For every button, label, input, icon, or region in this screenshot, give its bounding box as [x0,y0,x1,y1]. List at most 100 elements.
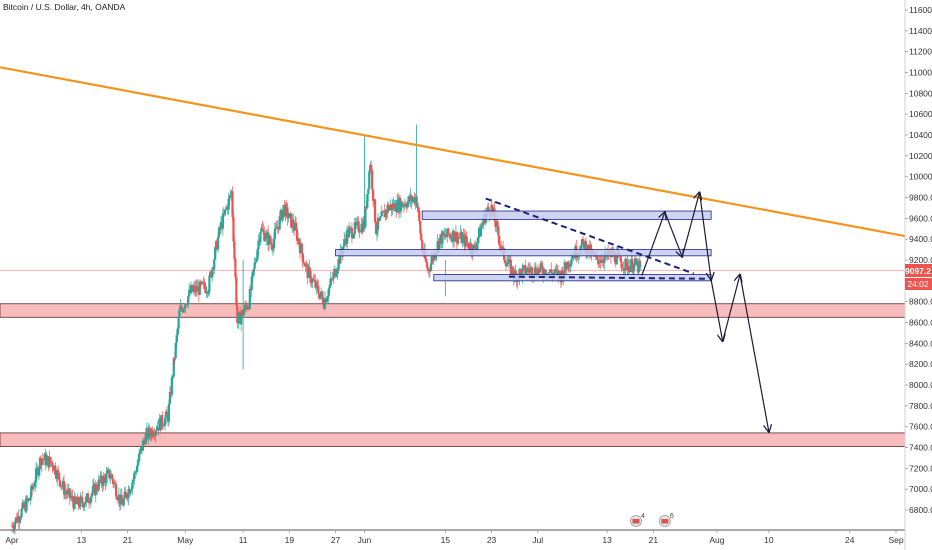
candle-body [568,265,571,268]
candle-body [374,222,378,234]
candle-body [327,288,330,296]
candle-body [631,259,634,273]
event-count: 6 [670,513,674,520]
candle-body [461,236,464,244]
y-tick-label: 9800.0 [909,193,932,203]
candle-body [502,246,505,249]
candle-body [410,195,413,202]
candle-body [320,291,324,297]
candle-body [50,462,53,464]
candle-body [94,484,97,496]
candle-body [120,494,123,504]
candle-body [428,270,432,272]
candle-body [418,210,421,222]
trendline-layer [0,66,906,272]
candle-body [384,210,387,218]
candle-body [223,209,226,215]
candle-body [263,230,266,241]
candle-body [51,462,54,468]
candle-body [563,262,566,274]
candle-body [518,269,521,279]
candle-body [112,479,115,485]
candle-body [161,415,164,426]
candle-body [34,468,38,483]
y-tick-label: 10200.0 [909,151,932,161]
candle-body [381,211,384,213]
candle-body [567,261,570,268]
candle-body [332,272,335,279]
candle-body [379,216,382,218]
x-tick-label: 15 [441,535,451,545]
candle-body [74,496,77,503]
price-tag-value: 9097.2 [905,266,931,276]
candle-body [524,265,527,275]
candle-body [34,482,37,487]
x-tick-label: 21 [649,535,659,545]
candle-body [127,489,130,499]
candle-body [411,199,414,202]
candle-body [505,263,509,267]
candle-body [261,227,264,230]
y-tick-label: 7200.0 [909,463,932,473]
candle-body [352,233,355,238]
candle-body [323,298,327,309]
candle-body [404,203,407,207]
candle-body [620,261,623,268]
y-tick-label: 11600.0 [909,5,932,15]
candle-body [285,204,288,208]
candle-body [136,465,139,472]
candle-body [309,270,312,283]
x-axis[interactable]: Apr 13 21 May 11 19 27 Jun 15 23 Jul 13 21 Aug 10 24 Sep [5,530,904,545]
candle-body [429,263,432,271]
candle-body [615,253,618,265]
candle-body [564,262,567,268]
candle-body [163,425,166,427]
candle-body [174,343,177,359]
candle-body [77,497,80,506]
candle-body [350,228,354,239]
chart-title: Bitcoin / U.S. Dollar, 4h, OANDA [3,2,126,12]
y-tick-label: 8400.0 [909,338,932,348]
candle-body [316,281,319,286]
x-tick-label: 10 [764,535,774,545]
candle-body [465,236,468,243]
channel-rect [421,210,712,220]
candle-body [132,479,135,483]
candle-body [321,296,325,305]
candle-body [103,476,106,478]
candle-body [378,217,381,221]
x-tick-label: 13 [77,535,87,545]
y-tick-label: 10800.0 [909,88,932,98]
candle-body [73,496,76,509]
candle-body [480,225,484,228]
candle-body [86,493,90,503]
candle-body [613,252,616,262]
y-tick-label: 8000.0 [909,380,932,390]
candle-body [297,238,301,245]
x-tick-label: 27 [331,535,341,545]
candle-body [11,525,15,528]
candle-body [221,213,224,229]
candle-body [300,243,303,254]
candle-body [84,502,87,505]
candle-body [113,482,117,485]
candle-body [554,269,557,274]
candle-body [198,281,201,295]
candle-body [129,490,132,494]
candle-body [100,475,103,484]
candle-body [445,236,448,238]
candle-body [624,258,627,271]
candle-body [278,216,281,230]
candle-body [519,269,522,271]
candle-body [339,248,342,264]
candle-body [372,189,375,201]
candle-body [355,221,358,226]
candle-body [447,228,450,235]
candle-body [81,497,84,503]
candle-body [417,207,420,211]
candle-body [337,258,340,271]
candle-body [176,328,179,336]
candle-body [420,233,423,241]
